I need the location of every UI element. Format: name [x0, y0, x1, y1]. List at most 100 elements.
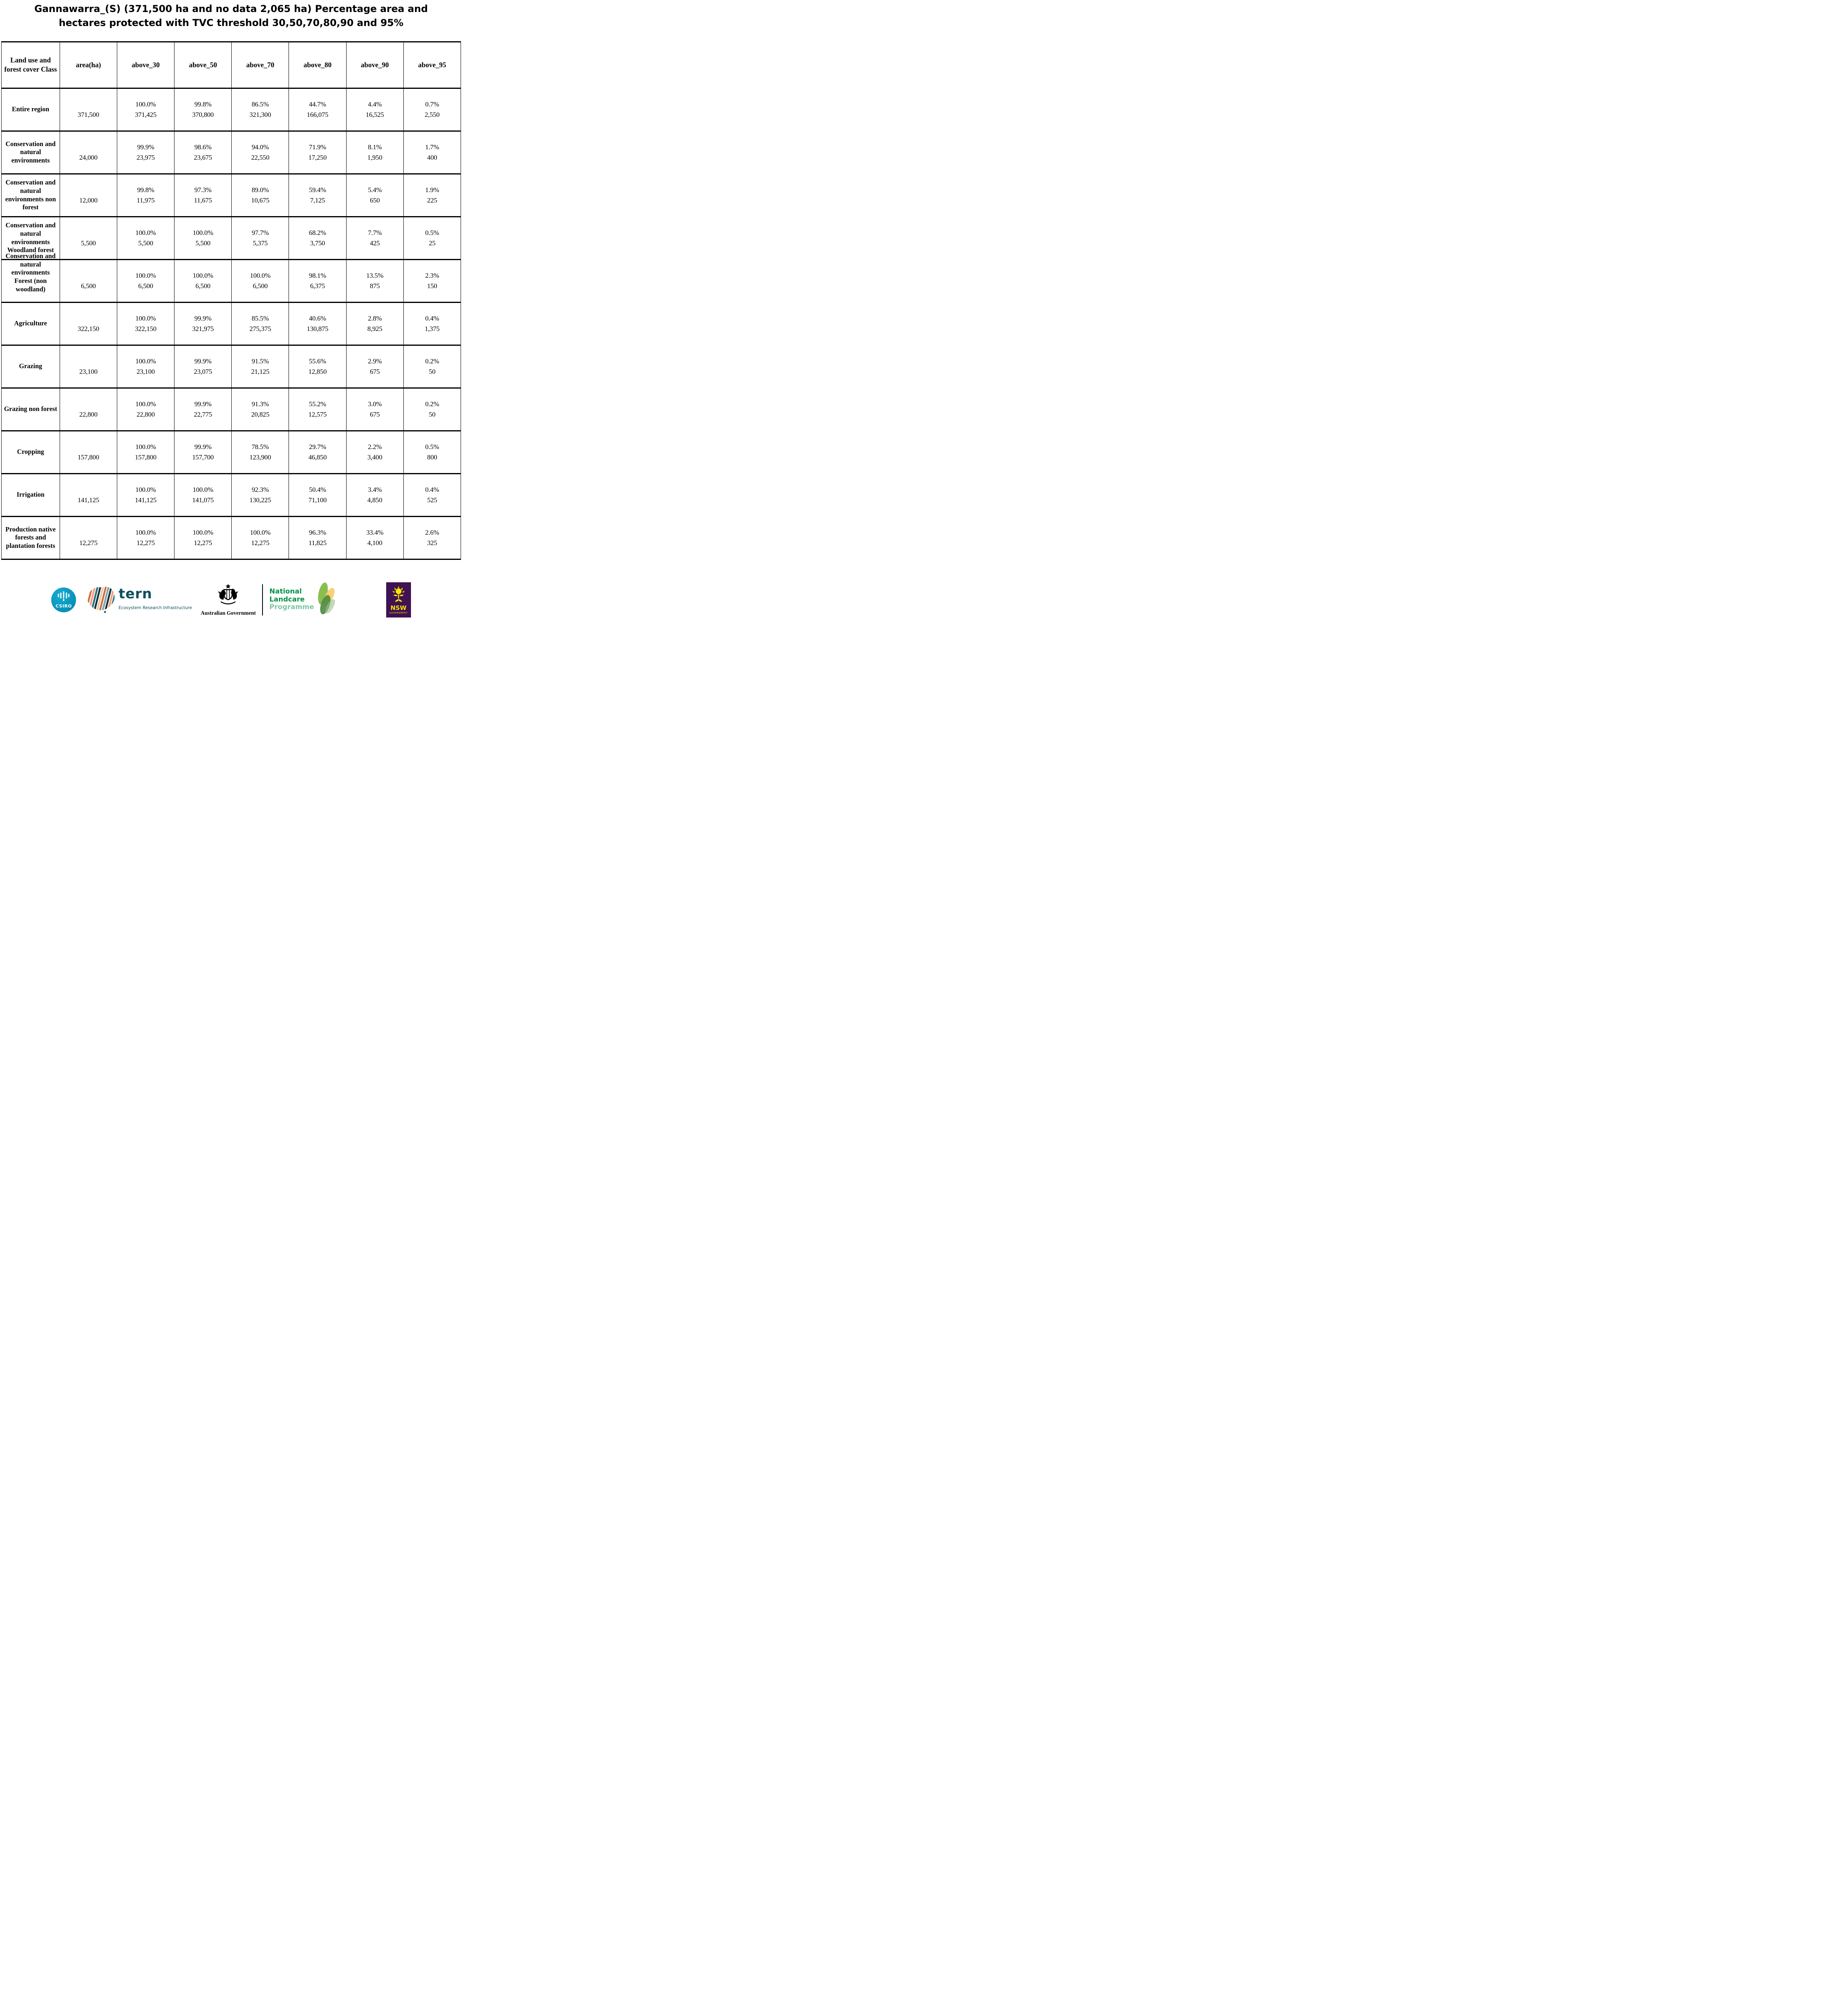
value-cell: 33.4% 4,100: [346, 516, 404, 559]
header-row: Land use and forest cover Class area(ha)…: [1, 42, 461, 88]
value-cell: 0.4% 1,375: [403, 302, 461, 345]
col-header-class: Land use and forest cover Class: [1, 42, 60, 88]
area-cell: 157,800: [59, 431, 117, 474]
value-cell: 100.0% 12,275: [174, 516, 232, 559]
row-label: Production native forests and plantation…: [1, 516, 60, 559]
value-cell: 96.3% 11,825: [289, 516, 347, 559]
australian-government-logo: Australian Government: [201, 583, 256, 616]
tern-tagline: Ecosystem Research Infrastructure: [118, 606, 192, 611]
page-title: Gannawarra_(S) (371,500 ha and no data 2…: [0, 0, 462, 30]
value-cell: 0.2% 50: [403, 345, 461, 388]
value-cell: 98.6% 23,675: [174, 131, 232, 174]
value-cell: 100.0% 23,100: [116, 345, 175, 388]
report-page: Gannawarra_(S) (371,500 ha and no data 2…: [0, 0, 462, 632]
waratah-icon: [391, 585, 407, 604]
value-cell: 100.0% 157,800: [116, 431, 175, 474]
value-cell: 2.9% 675: [346, 345, 404, 388]
nsw-label: NSW: [390, 604, 407, 612]
australian-government-label: Australian Government: [200, 610, 256, 616]
value-cell: 13.5% 875: [346, 259, 404, 303]
value-cell: 85.5% 275,375: [231, 302, 289, 345]
csiro-logo: CSIRO: [51, 587, 76, 612]
value-cell: 99.9% 157,700: [174, 431, 232, 474]
value-cell: 55.2% 12,575: [289, 388, 347, 431]
col-header-above90: above_90: [346, 42, 404, 88]
area-cell: 5,500: [59, 217, 117, 260]
value-cell: 99.8% 11,975: [116, 174, 175, 217]
value-cell: 0.4% 525: [403, 473, 461, 517]
table-row: Production native forests and plantation…: [1, 516, 461, 559]
value-cell: 59.4% 7,125: [289, 174, 347, 217]
logo-divider: [262, 584, 263, 616]
value-cell: 99.9% 321,975: [174, 302, 232, 345]
value-cell: 100.0% 12,275: [116, 516, 175, 559]
area-cell: 371,500: [59, 88, 117, 131]
landcare-leaves-icon: [314, 581, 337, 618]
value-cell: 44.7% 166,075: [289, 88, 347, 131]
value-cell: 97.3% 11,675: [174, 174, 232, 217]
row-label: Entire region: [1, 88, 60, 131]
value-cell: 78.5% 123,900: [231, 431, 289, 474]
value-cell: 4.4% 16,525: [346, 88, 404, 131]
tern-wordmark: tern: [118, 586, 152, 602]
area-cell: 22,800: [59, 388, 117, 431]
table-body: Entire region 371,500 100.0% 371,425 99.8% 3…: [1, 88, 461, 559]
area-cell: 24,000: [59, 131, 117, 174]
row-label: Conservation and natural environments Wo…: [1, 217, 60, 260]
value-cell: 100.0% 322,150: [116, 302, 175, 345]
page-title-line2: hectares protected with TVC threshold 30…: [58, 17, 404, 28]
col-header-above80: above_80: [289, 42, 347, 88]
table-row: Agriculture 322,150 100.0% 322,150 99.9% 321…: [1, 302, 461, 345]
value-cell: 100.0% 6,500: [231, 259, 289, 303]
row-label: Irrigation: [1, 473, 60, 517]
national-landcare-logo: National Landcare Programme: [269, 581, 337, 618]
coat-of-arms-icon: [213, 583, 243, 609]
value-cell: 99.9% 22,775: [174, 388, 232, 431]
row-label: Agriculture: [1, 302, 60, 345]
col-header-above70: above_70: [231, 42, 289, 88]
row-label: Grazing: [1, 345, 60, 388]
table-row: Conservation and natural environments 24…: [1, 131, 461, 174]
value-cell: 7.7% 425: [346, 217, 404, 260]
tern-logo: tern Ecosystem Research Infrastructure: [85, 584, 192, 616]
value-cell: 0.5% 25: [403, 217, 461, 260]
area-cell: 6,500: [59, 259, 117, 303]
area-cell: 12,000: [59, 174, 117, 217]
area-cell: 141,125: [59, 473, 117, 517]
value-cell: 100.0% 371,425: [116, 88, 175, 131]
nsw-government-logo: NSW GOVERNMENT: [386, 582, 411, 618]
csiro-label: CSIRO: [55, 604, 72, 609]
table-row: Grazing 23,100 100.0% 23,100 99.9% 23,075 91.…: [1, 345, 461, 388]
value-cell: 68.2% 3,750: [289, 217, 347, 260]
value-cell: 29.7% 46,850: [289, 431, 347, 474]
value-cell: 89.0% 10,675: [231, 174, 289, 217]
value-cell: 71.9% 17,250: [289, 131, 347, 174]
value-cell: 100.0% 12,275: [231, 516, 289, 559]
table-row: Conservation and natural environments Wo…: [1, 217, 461, 260]
value-cell: 100.0% 6,500: [116, 259, 175, 303]
value-cell: 2.8% 8,925: [346, 302, 404, 345]
value-cell: 92.3% 130,225: [231, 473, 289, 517]
value-cell: 91.5% 21,125: [231, 345, 289, 388]
footer-logos: CSIRO: [0, 582, 462, 618]
value-cell: 0.2% 50: [403, 388, 461, 431]
col-header-above95: above_95: [403, 42, 461, 88]
value-cell: 0.7% 2,550: [403, 88, 461, 131]
area-cell: 322,150: [59, 302, 117, 345]
value-cell: 3.4% 4,850: [346, 473, 404, 517]
row-label: Grazing non forest: [1, 388, 60, 431]
value-cell: 99.9% 23,975: [116, 131, 175, 174]
value-cell: 3.0% 675: [346, 388, 404, 431]
value-cell: 55.6% 12,850: [289, 345, 347, 388]
value-cell: 100.0% 5,500: [116, 217, 175, 260]
col-header-area: area(ha): [59, 42, 117, 88]
row-label: Cropping: [1, 431, 60, 474]
landcare-line3: Programme: [269, 603, 314, 612]
row-label: Conservation and natural environments no…: [1, 174, 60, 217]
value-cell: 5.4% 650: [346, 174, 404, 217]
page-title-line1: Gannawarra_(S) (371,500 ha and no data 2…: [34, 3, 428, 14]
value-cell: 0.5% 800: [403, 431, 461, 474]
area-cell: 23,100: [59, 345, 117, 388]
value-cell: 91.3% 20,825: [231, 388, 289, 431]
value-cell: 1.7% 400: [403, 131, 461, 174]
